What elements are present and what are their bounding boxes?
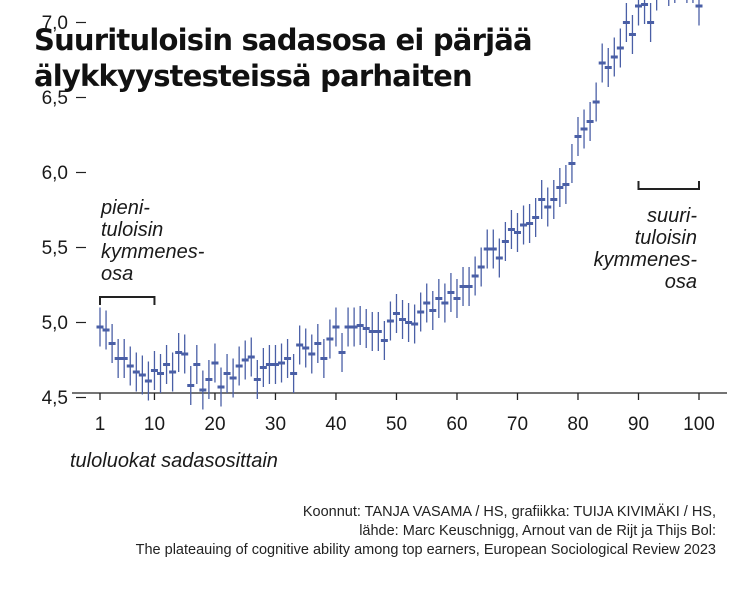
x-tick-label: 60 bbox=[446, 414, 467, 435]
y-tick-label: 4,5 bbox=[42, 388, 68, 409]
y-tick-label: 5,5 bbox=[42, 238, 68, 259]
chart-title: Suurituloisin sadasosa ei pärjää älykkyy… bbox=[34, 22, 724, 94]
low-annotation-line: pieni- bbox=[100, 197, 150, 219]
y-tick-label: 5,0 bbox=[42, 313, 68, 334]
credits-line-3: The plateauing of cognitive ability amon… bbox=[135, 542, 716, 558]
high-income-bracket bbox=[637, 181, 700, 190]
high-annotation-line: tuloisin bbox=[635, 227, 697, 249]
low-annotation-line: osa bbox=[101, 263, 133, 285]
credits-line-1: Koonnut: TANJA VASAMA / HS, grafiikka: T… bbox=[302, 504, 716, 520]
x-tick-label: 10 bbox=[144, 414, 165, 435]
low-income-bracket bbox=[99, 296, 156, 305]
x-tick-label: 20 bbox=[204, 414, 225, 435]
high-annotation-line: osa bbox=[665, 271, 697, 293]
low-annotation-line: tuloisin bbox=[101, 219, 163, 241]
x-tick-label: 40 bbox=[325, 414, 346, 435]
x-tick-label: 100 bbox=[683, 414, 715, 435]
x-tick-label: 30 bbox=[265, 414, 286, 435]
credits: Koonnut: TANJA VASAMA / HS, grafiikka: T… bbox=[136, 503, 716, 560]
x-tick-label: 80 bbox=[567, 414, 588, 435]
y-tick-label: 6,5 bbox=[42, 88, 68, 109]
low-annotation-line: kymmenes- bbox=[101, 241, 205, 263]
x-tick-label: 90 bbox=[628, 414, 649, 435]
credits-line-2: lähde: Marc Keuschnigg, Arnout van de Ri… bbox=[359, 523, 716, 539]
chart-title-line-2: älykkyystesteissä parhaiten bbox=[34, 59, 473, 93]
x-tick-label: 1 bbox=[95, 414, 106, 435]
y-tick-label: 6,0 bbox=[42, 163, 68, 184]
x-tick-label: 50 bbox=[386, 414, 407, 435]
high-annotation-line: kymmenes- bbox=[594, 249, 698, 271]
x-axis-title: tuloluokat sadasosittain bbox=[70, 450, 278, 472]
x-tick-label: 70 bbox=[507, 414, 528, 435]
y-tick-label: 7,0 bbox=[42, 13, 68, 34]
high-annotation-line: suuri- bbox=[647, 205, 697, 227]
chart-title-line-1: Suurituloisin sadasosa ei pärjää bbox=[34, 23, 533, 57]
